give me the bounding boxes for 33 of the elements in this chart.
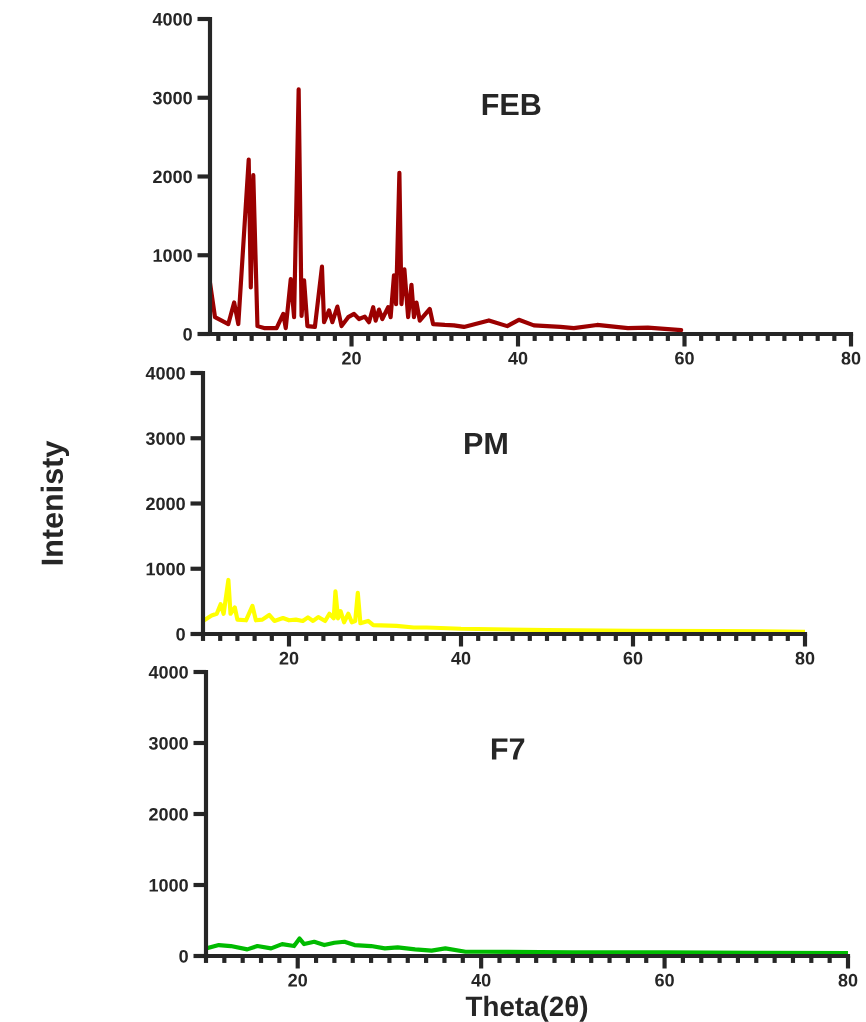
x-tick-label: 80 <box>841 351 861 365</box>
y-tick-label: 3000 <box>145 432 185 445</box>
x-tick-label: 80 <box>795 651 815 665</box>
y-tick-label: 3000 <box>152 91 192 105</box>
y-tick-label: 2000 <box>149 807 188 821</box>
x-tick-label: 80 <box>838 973 858 987</box>
x-tick-label: 60 <box>655 973 674 987</box>
text: PM <box>465 432 507 454</box>
x-tick-label: 20 <box>288 973 308 987</box>
y-axis-title: Intenisty <box>40 440 70 565</box>
y-tick-label: 4000 <box>152 12 192 26</box>
y-tick-label: 3000 <box>148 736 188 750</box>
y-tick-label: 1000 <box>149 878 188 892</box>
x-axis-title: Theta(2θ) <box>465 995 588 1022</box>
y-tick-label: 4000 <box>148 665 188 679</box>
y-tick-label: 2000 <box>146 497 185 511</box>
x-tick-label: 40 <box>508 351 528 365</box>
y-tick-label: 4000 <box>145 366 185 380</box>
x-tick-label: 20 <box>279 651 299 665</box>
y-tick-label: 0 <box>176 627 185 641</box>
y-tick-label: 1000 <box>153 249 192 262</box>
text: FEB <box>482 94 541 116</box>
x-tick-label: 20 <box>342 351 361 365</box>
x-tick-label: 60 <box>675 351 694 365</box>
x-tick-label: 40 <box>451 651 471 665</box>
line-series <box>210 87 684 333</box>
text: F7 <box>491 738 525 760</box>
x-tick-label: 40 <box>471 973 491 987</box>
y-tick-label: 0 <box>179 949 188 963</box>
y-tick-label: 2000 <box>153 170 192 184</box>
y-tick-label: 1000 <box>146 562 185 576</box>
y-tick-label: 0 <box>183 327 192 341</box>
x-tick-label: 60 <box>623 651 643 665</box>
